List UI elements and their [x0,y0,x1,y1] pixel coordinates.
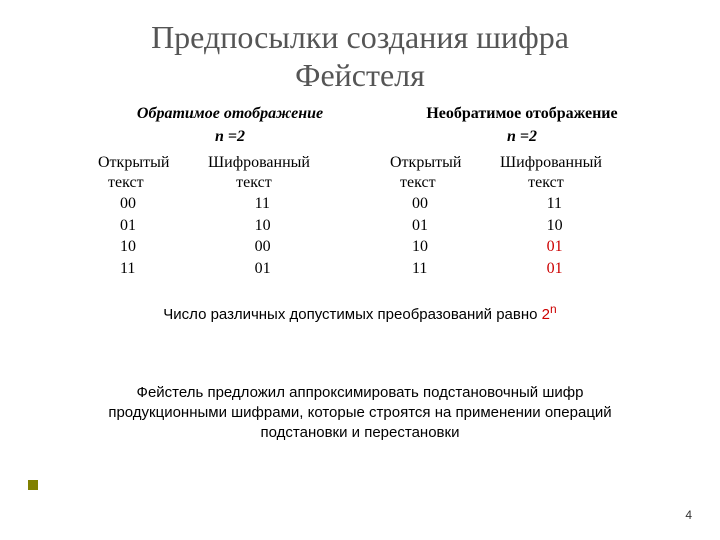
right-plain: 00 [382,193,497,215]
count-base: 2 [542,306,550,323]
title-line1: Предпосылки создания шифра [151,19,569,55]
left-plain: 10 [90,236,205,258]
left-header-row1: Открытый Шифрованный [90,152,370,174]
bottom-paragraph: Фейстель предложил аппроксимировать подс… [80,383,640,444]
right-plain: 01 [382,215,497,237]
right-col1-header-b: текст [382,172,498,194]
slide-title: Предпосылки создания шифра Фейcтеля [0,0,720,95]
left-plain: 00 [90,193,205,215]
left-column: Обратимое отображение n =2 Открытый Шифр… [90,103,370,280]
left-col2-header-a: Шифрованный [208,152,358,174]
right-col1-header-a: Открытый [382,152,500,174]
left-cipher: 00 [205,236,370,258]
right-heading: Необратимое отображение [382,103,662,125]
count-text: Число различных допустимых преобразовани… [0,302,720,323]
title-line2: Фейcтеля [295,57,425,93]
table-row: 11 01 [90,258,370,280]
left-cipher: 01 [205,258,370,280]
table-row: 00 11 [90,193,370,215]
slide: Предпосылки создания шифра Фейcтеля Обра… [0,0,720,540]
left-col2-header-b: текст [206,172,370,194]
left-header-row2: текст текст [90,172,370,194]
count-exp: n [550,302,557,316]
table-row: 01 10 [90,215,370,237]
left-cipher: 10 [205,215,370,237]
left-sub: n =2 [90,126,370,148]
count-prefix: Число различных допустимых преобразовани… [163,306,541,323]
right-column: Необратимое отображение n =2 Открытый Ши… [382,103,662,280]
right-plain: 10 [382,236,497,258]
right-col2-header-b: текст [498,172,662,194]
right-col2-header-a: Шифрованный [500,152,650,174]
table-row: 10 00 [90,236,370,258]
right-cipher: 10 [497,215,662,237]
right-plain: 11 [382,258,497,280]
columns: Обратимое отображение n =2 Открытый Шифр… [0,95,720,280]
right-cipher: 01 [497,258,662,280]
left-cipher: 11 [205,193,370,215]
right-header-row1: Открытый Шифрованный [382,152,662,174]
bullet-square-icon [28,480,38,490]
left-col1-header-b: текст [90,172,206,194]
table-row: 11 01 [382,258,662,280]
left-col1-header-a: Открытый [90,152,208,174]
right-cipher: 01 [497,236,662,258]
left-plain: 11 [90,258,205,280]
left-plain: 01 [90,215,205,237]
left-heading: Обратимое отображение [90,103,370,125]
table-row: 00 11 [382,193,662,215]
table-row: 01 10 [382,215,662,237]
right-header-row2: текст текст [382,172,662,194]
page-number: 4 [685,508,692,522]
table-row: 10 01 [382,236,662,258]
right-sub: n =2 [382,126,662,148]
right-cipher: 11 [497,193,662,215]
